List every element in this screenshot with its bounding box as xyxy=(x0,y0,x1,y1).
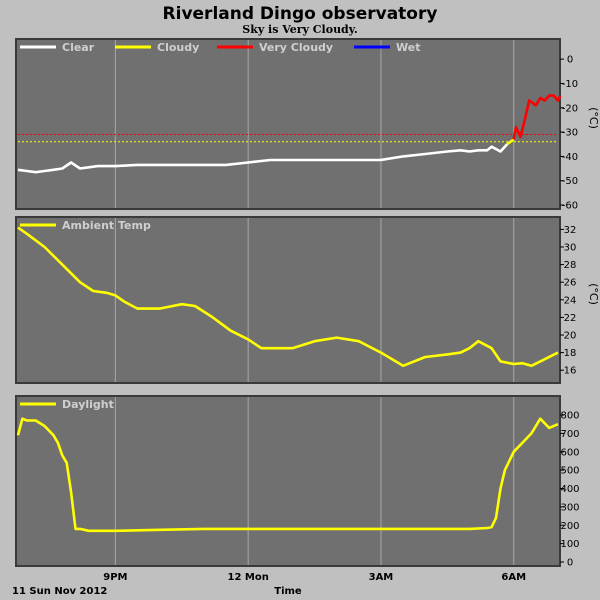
y-tick-label: 16 xyxy=(564,366,577,377)
legend-label-ambient-temp: Ambient Temp xyxy=(62,219,151,232)
chart-title: Riverland Dingo observatory xyxy=(163,4,438,24)
x-start-label: 11 Sun Nov 2012 xyxy=(12,586,107,597)
y-tick-label: 100 xyxy=(560,539,579,550)
panel-2: 32 30 28 26 24 22 20 18 16 (°C) Ambient Temp xyxy=(15,216,600,384)
y-tick-label: 24 xyxy=(564,295,577,306)
y-tick-label: 26 xyxy=(564,278,577,289)
y-tick-label: 600 xyxy=(560,447,579,458)
series-line-cloudy xyxy=(506,138,515,146)
legend-label-wet: Wet xyxy=(396,41,420,54)
y-axis-unit: (°C) xyxy=(587,283,600,305)
y-tick-label: 28 xyxy=(564,260,577,271)
y-tick-label: 400 xyxy=(560,484,579,495)
y-axis-unit: (°C) xyxy=(587,107,600,129)
chart-subtitle: Sky is Very Cloudy. xyxy=(242,23,357,36)
plot-area xyxy=(15,216,561,384)
legend-label-very-cloudy: Very Cloudy xyxy=(259,41,333,54)
x-axis-label: Time xyxy=(274,586,302,597)
series-line-clear xyxy=(17,143,509,174)
y-tick-label: 700 xyxy=(560,429,579,440)
y-tick-label: 20 xyxy=(564,331,577,342)
y-tick-label: 300 xyxy=(560,502,579,513)
y-tick-label: 18 xyxy=(564,348,577,359)
x-tick-label: 3AM xyxy=(369,572,394,583)
series-line-ambient-temp xyxy=(17,226,559,368)
plot-area xyxy=(15,38,561,210)
series-line-daylight xyxy=(16,417,559,533)
panel-3: 800 700 600 500 400 300 200 100 0 Daylight xyxy=(15,395,580,569)
y-tick-label: -30 xyxy=(562,128,578,139)
y-tick-label: -50 xyxy=(562,176,578,187)
panel-1: 0 -10 -20 -30 -40 -50 -60 (°C) Clear Cloudy Very C… xyxy=(15,38,600,212)
y-tick-label: -60 xyxy=(562,201,578,212)
x-tick-label: 9PM xyxy=(103,572,127,583)
y-tick-label: 0 xyxy=(567,558,573,569)
y-tick-label: 30 xyxy=(564,243,577,254)
y-tick-label: -40 xyxy=(562,152,578,163)
x-tick-label: 6AM xyxy=(501,572,526,583)
y-tick-label: 500 xyxy=(560,466,579,477)
legend-label-cloudy: Cloudy xyxy=(157,41,199,54)
plot-area xyxy=(15,395,561,567)
legend-label-clear: Clear xyxy=(62,41,95,54)
y-tick-label: 0 xyxy=(567,55,573,66)
x-tick-label: 12 Mon xyxy=(227,572,268,583)
y-tick-label: 800 xyxy=(560,411,579,422)
legend-label-daylight: Daylight xyxy=(62,398,114,411)
y-tick-label: 22 xyxy=(564,313,577,324)
y-tick-label: 32 xyxy=(564,225,577,236)
y-tick-label: -10 xyxy=(562,79,578,90)
y-tick-label: 200 xyxy=(560,521,579,532)
series-line-very-cloudy xyxy=(512,94,562,140)
y-tick-label: -20 xyxy=(562,103,578,114)
